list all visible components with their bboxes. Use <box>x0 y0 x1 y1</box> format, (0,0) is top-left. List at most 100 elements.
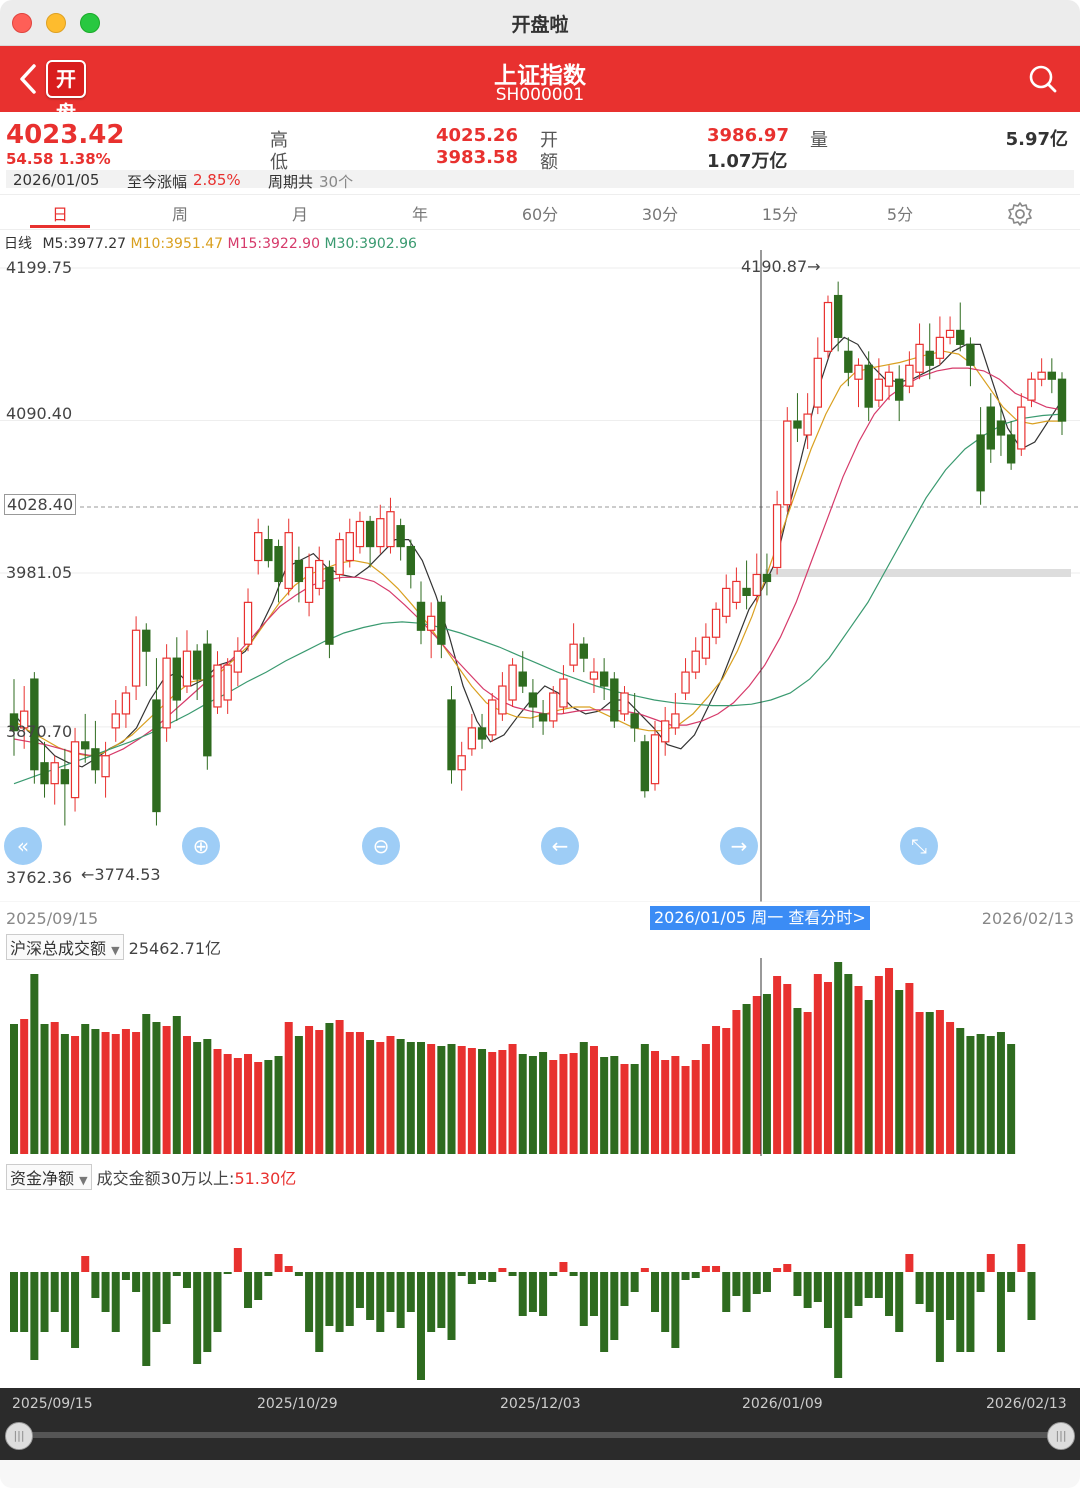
chevron-left-icon <box>20 64 36 94</box>
capital-flow-bar <box>589 1272 598 1316</box>
open-label: 开 <box>540 130 558 151</box>
capital-flow-bar <box>823 1272 832 1328</box>
capital-flow-bar <box>691 1272 700 1278</box>
zoom-out-button[interactable]: ⊖ <box>362 827 400 865</box>
candle-body <box>406 545 416 576</box>
timeline-track[interactable] <box>18 1432 1062 1438</box>
view-intraday-link[interactable]: 2026/01/05 周一 查看分时> <box>650 906 870 930</box>
timeline-left-handle[interactable]: ||| <box>5 1422 33 1450</box>
candle-body <box>9 713 19 732</box>
tab-15min[interactable]: 15分 <box>761 205 799 224</box>
turnover-bar <box>935 1010 944 1154</box>
timeline-right-handle[interactable]: ||| <box>1047 1422 1075 1450</box>
candle-body <box>1017 406 1026 450</box>
low-label: 低 <box>270 152 288 173</box>
candle-body <box>854 364 863 380</box>
candle-body <box>457 755 466 771</box>
turnover-bar <box>681 1066 690 1154</box>
timeline-scrubber[interactable]: 2025/09/15 2025/10/29 2025/12/03 2026/01… <box>0 1388 1080 1460</box>
candle-body <box>1047 371 1057 380</box>
capital-flow-bar <box>996 1272 1005 1352</box>
turnover-bar <box>803 1012 812 1154</box>
capital-flow-bar <box>1017 1244 1026 1272</box>
zoom-in-button[interactable]: ⊕ <box>182 827 220 865</box>
candlestick-chart[interactable] <box>0 250 1080 902</box>
candle-body <box>640 741 650 792</box>
turnover-bar <box>132 1032 141 1154</box>
indicator1-dropdown[interactable]: 沪深总成交额 ▼ <box>6 934 124 960</box>
tab-30min[interactable]: 30分 <box>641 205 679 224</box>
turnover-bar <box>81 1024 90 1154</box>
candle-body <box>192 650 202 680</box>
scroll-left-button[interactable]: ← <box>541 827 579 865</box>
gear-icon <box>1008 202 1032 226</box>
tab-month[interactable]: 月 <box>291 205 308 224</box>
capital-flow-bar <box>132 1272 141 1292</box>
indicator2-dropdown[interactable]: 资金净额 ▼ <box>6 1164 92 1190</box>
turnover-bar <box>630 1064 639 1154</box>
tab-60min[interactable]: 60分 <box>521 205 559 224</box>
turnover-bar <box>467 1048 476 1154</box>
capital-flow-bar <box>447 1272 456 1340</box>
tab-week[interactable]: 周 <box>171 205 188 224</box>
candle-body <box>793 420 802 429</box>
fullscreen-button[interactable]: ⤡ <box>900 827 938 865</box>
turnover-bar <box>437 1046 446 1154</box>
capital-flow-bar <box>712 1266 721 1272</box>
candle-body <box>681 671 690 694</box>
candle-body <box>101 755 110 778</box>
capital-flow-bar <box>30 1272 39 1360</box>
capital-flow-bar <box>182 1272 191 1288</box>
turnover-bar <box>589 1046 598 1154</box>
settings-button[interactable] <box>1007 201 1033 227</box>
candle-body <box>742 587 751 596</box>
capital-flow-bar <box>254 1272 263 1300</box>
timeline-date-4: 2026/01/09 <box>742 1396 823 1412</box>
turnover-bar <box>874 976 883 1154</box>
tab-5min[interactable]: 5分 <box>886 205 914 224</box>
minimize-window-button[interactable] <box>46 13 66 33</box>
search-button[interactable] <box>1028 64 1058 94</box>
capital-flow-bar <box>325 1272 334 1326</box>
turnover-bar <box>823 982 832 1154</box>
capital-flow-bar <box>416 1272 425 1380</box>
candle-body <box>162 657 171 729</box>
capital-flow-bar <box>20 1272 29 1332</box>
back-button[interactable] <box>16 62 44 96</box>
capital-flow-bar <box>773 1268 782 1272</box>
app-header: 开盘 上证指数 SH000001 <box>0 46 1080 125</box>
capital-flow-bar <box>457 1272 466 1276</box>
candle-body <box>1037 371 1046 380</box>
maximize-window-button[interactable] <box>80 13 100 33</box>
amount-value: 1.07万亿 <box>707 151 788 172</box>
candle-body <box>172 657 181 701</box>
capital-flow-bar <box>152 1272 161 1332</box>
turnover-bar <box>722 1028 731 1154</box>
close-window-button[interactable] <box>12 13 32 33</box>
capital-flow-bar <box>315 1272 324 1352</box>
candle-body <box>121 692 131 715</box>
capital-flow-bar <box>111 1272 120 1332</box>
scroll-left-fast-button[interactable]: « <box>4 827 42 865</box>
tab-day[interactable]: 日 <box>51 205 68 224</box>
turnover-bar <box>528 1056 537 1154</box>
candle-body <box>549 692 558 722</box>
candle-body <box>976 434 985 492</box>
window-footer <box>0 1460 1080 1488</box>
candle-body <box>284 532 293 590</box>
capital-flow-bar <box>50 1272 59 1312</box>
candle-body <box>620 692 629 715</box>
capital-flow-bar <box>406 1272 415 1312</box>
candle-body <box>111 713 120 729</box>
candle-body <box>1006 434 1016 464</box>
turnover-bar <box>427 1044 436 1154</box>
capital-flow-bar <box>427 1272 436 1332</box>
turnover-bar <box>1007 1044 1016 1154</box>
candle-body <box>386 511 395 548</box>
tab-year[interactable]: 年 <box>411 205 428 224</box>
turnover-bar <box>946 1022 955 1154</box>
candle-body <box>233 650 243 673</box>
candle-body <box>966 343 975 366</box>
scroll-right-button[interactable]: → <box>720 827 758 865</box>
